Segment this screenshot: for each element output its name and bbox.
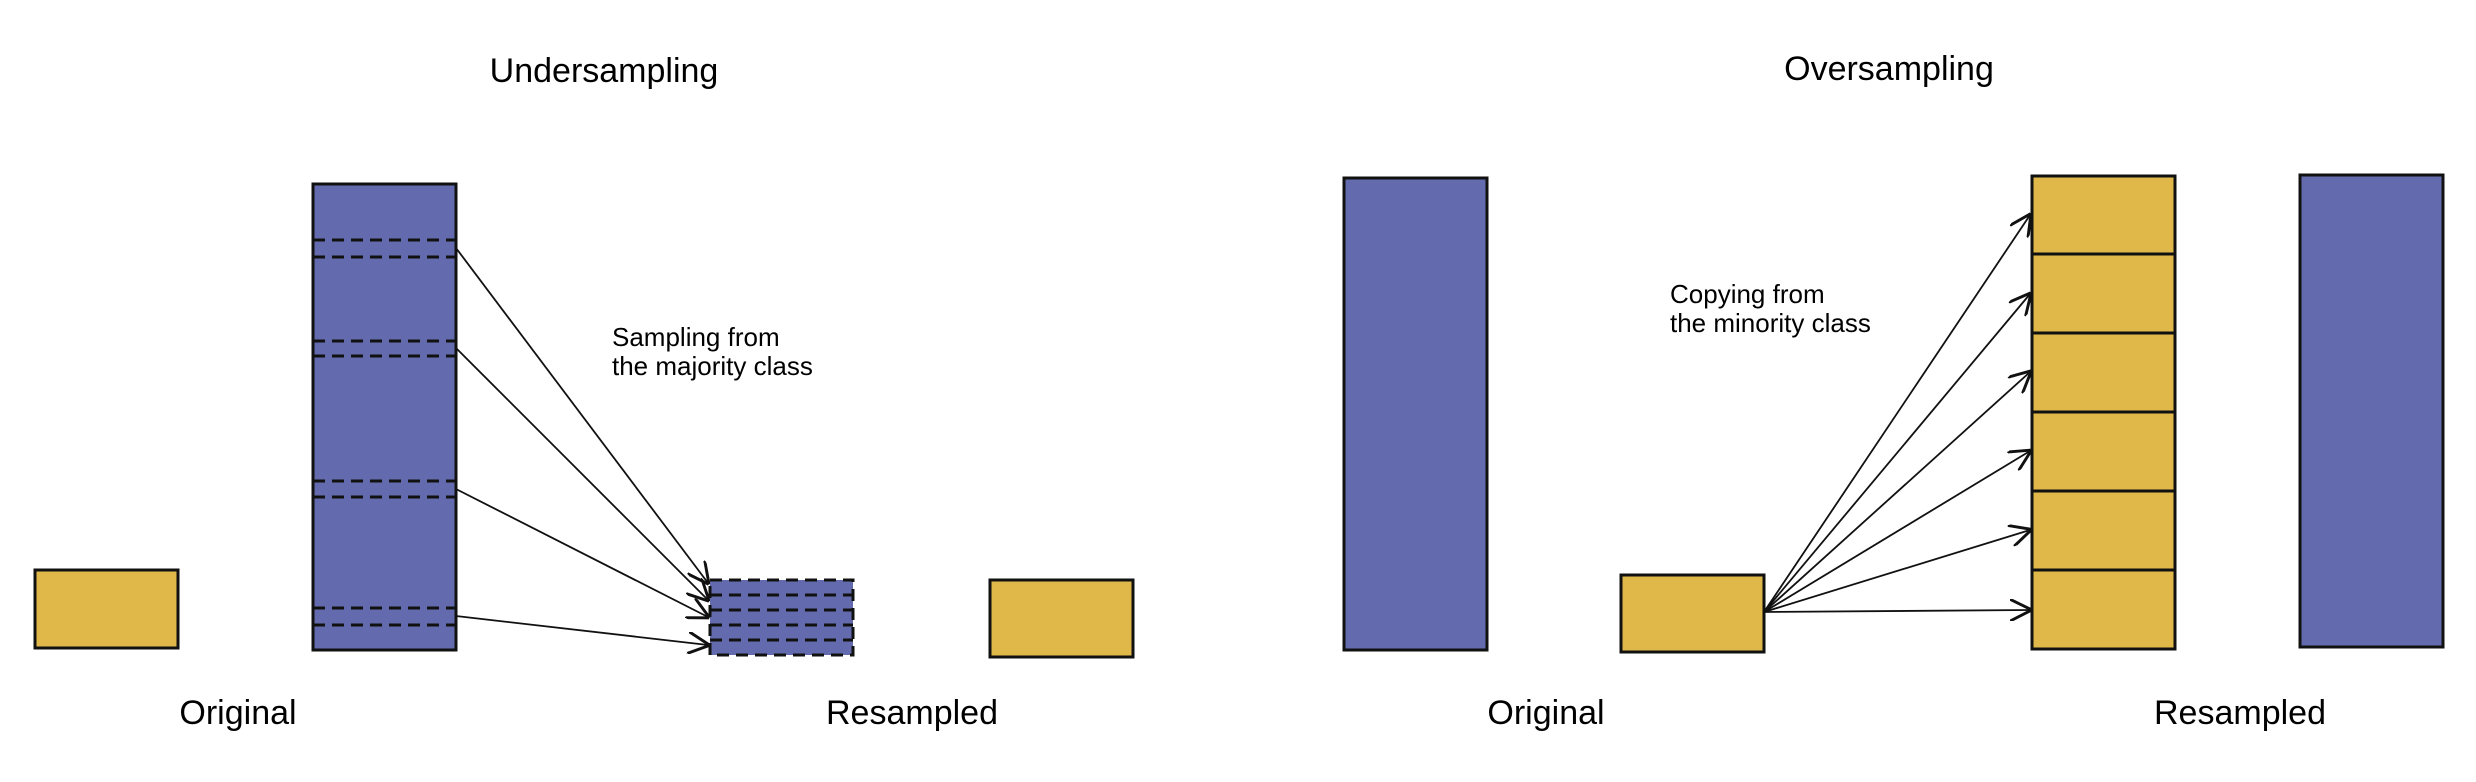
resampled-minority-stack: [2030, 174, 2177, 651]
original-majority-bar: [1342, 176, 1489, 652]
copying-arrows: [1763, 215, 2030, 613]
resampled-minority-bar: [988, 578, 1135, 659]
oversampling-annotation: Copying from the minority class: [1670, 279, 1871, 338]
copying-arrow: [1763, 451, 2030, 613]
minority-copy: [2030, 331, 2177, 414]
undersampling-resampled-label: Resampled: [826, 694, 998, 732]
copying-arrow: [1763, 610, 2030, 612]
oversampling-resampled-label: Resampled: [2154, 694, 2326, 732]
minority-copy: [2030, 252, 2177, 335]
resampled-majority-bar: [2298, 173, 2445, 649]
undersampling-panel: Undersampling: [33, 52, 1135, 732]
undersampling-original-label: Original: [179, 694, 296, 732]
copying-arrow: [1763, 294, 2030, 613]
copying-arrow: [1763, 530, 2030, 613]
minority-copy: [2030, 174, 2177, 256]
undersampling-title: Undersampling: [490, 52, 719, 90]
original-majority-bar: [311, 182, 458, 652]
oversampling-panel: Oversampling Copying from th: [1342, 50, 2445, 732]
sampling-arrows: [455, 247, 708, 645]
sampling-arrow: [455, 347, 708, 600]
original-minority-bar: [33, 568, 180, 650]
sampling-arrow: [455, 615, 708, 645]
copying-arrow: [1763, 372, 2030, 613]
sampling-arrow: [455, 488, 708, 617]
original-minority-bar: [1619, 573, 1766, 654]
minority-copy: [2030, 568, 2177, 651]
minority-copy: [2030, 410, 2177, 493]
oversampling-original-label: Original: [1487, 694, 1604, 732]
undersampling-annotation: Sampling from the majority class: [612, 322, 813, 381]
resampled-majority-block: [708, 578, 855, 657]
minority-copy: [2030, 489, 2177, 572]
sampled-bands: [313, 238, 456, 627]
copying-arrow: [1763, 215, 2030, 613]
oversampling-title: Oversampling: [1784, 50, 1994, 88]
sampling-arrow: [455, 247, 708, 583]
